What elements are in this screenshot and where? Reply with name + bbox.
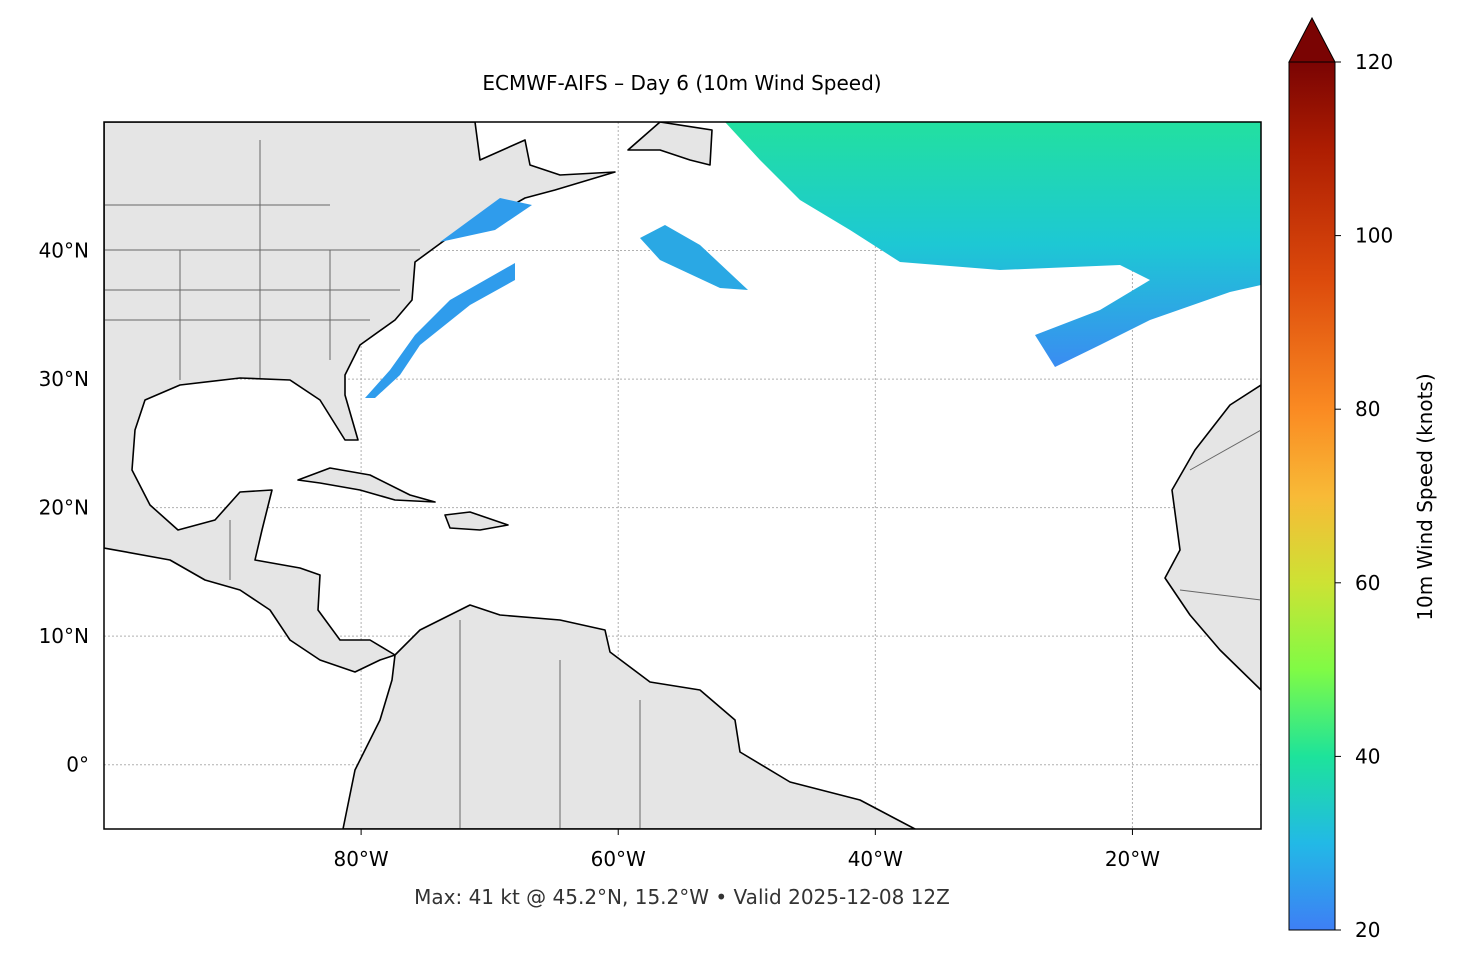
colorbar-tick-label: 20	[1355, 918, 1380, 942]
colorbar-tick-label: 80	[1355, 397, 1380, 421]
x-tick-label: 40°W	[848, 847, 903, 871]
y-tick-label: 30°N	[39, 367, 89, 391]
colorbar-tick-label: 120	[1355, 50, 1393, 74]
y-tick-label: 20°N	[39, 496, 89, 520]
wind-swath-north	[725, 122, 1261, 367]
map-title: ECMWF-AIFS – Day 6 (10m Wind Speed)	[482, 71, 881, 95]
y-tick-label: 10°N	[39, 624, 89, 648]
colorbar-label: 10m Wind Speed (knots)	[1413, 373, 1437, 620]
state-borders	[104, 140, 1261, 829]
y-tick-label: 0°	[66, 753, 89, 777]
wind-swath-gulfstream	[440, 198, 532, 242]
colorbar-tick-label: 40	[1355, 744, 1380, 768]
wind-swath-coast	[365, 263, 515, 398]
x-tick-label: 20°W	[1105, 847, 1160, 871]
colorbar-extend	[1288, 16, 1336, 63]
land-africa	[1164, 384, 1261, 691]
footer-note: Max: 41 kt @ 45.2°N, 15.2°W • Valid 2025…	[414, 885, 950, 909]
colorbar	[1289, 62, 1335, 930]
wind-swath-mid	[640, 225, 748, 290]
land-south-america	[342, 604, 916, 829]
map-frame	[103, 121, 1262, 830]
x-tick-label: 60°W	[591, 847, 646, 871]
colorbar-frame	[1288, 61, 1336, 931]
x-tick-label: 80°W	[333, 847, 388, 871]
colorbar-tick-label: 100	[1355, 224, 1393, 248]
land-hispaniola	[444, 511, 509, 531]
colorbar-tick-label: 60	[1355, 571, 1380, 595]
land-newfoundland	[627, 122, 713, 166]
map-layer	[104, 122, 1261, 829]
land-cuba	[297, 467, 436, 503]
land-north-america	[104, 122, 616, 673]
y-tick-label: 40°N	[39, 239, 89, 263]
